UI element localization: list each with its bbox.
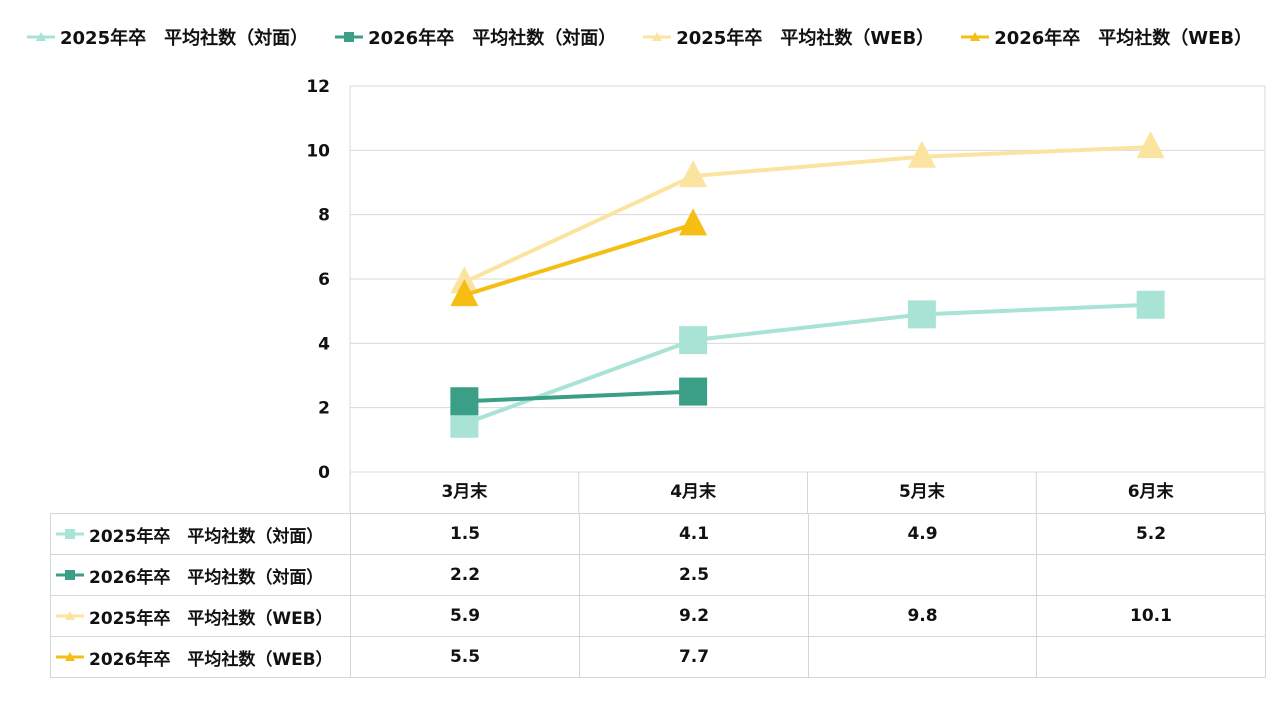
y-tick-label-0: 0 (318, 463, 330, 483)
table-row-label-text: 2026年卒 平均社数（WEB） (89, 649, 333, 670)
table-cell: 9.2 (579, 595, 809, 637)
table-cell: 1.5 (350, 513, 580, 555)
table-row: 2025年卒 平均社数（対面） 1.5 4.1 4.9 5.2 (50, 513, 1266, 555)
y-tick-label-2: 2 (318, 399, 330, 419)
legend-item-2026-web: 2026年卒 平均社数（WEB） (960, 24, 1252, 50)
table-row: 2026年卒 平均社数（WEB） 5.5 7.7 (50, 636, 1266, 678)
series-line-3 (463, 145, 1151, 285)
y-tick-label-6: 6 (318, 270, 330, 290)
x-tick-label-1: 3月末 (441, 481, 488, 502)
table-row: 2026年卒 平均社数（対面） 2.2 2.5 (50, 554, 1266, 596)
table-row-label-text: 2025年卒 平均社数（対面） (89, 526, 324, 547)
table-cell: 10.1 (1036, 595, 1266, 637)
series-2-point-1 (450, 387, 479, 416)
table-cell: 9.8 (808, 595, 1037, 637)
table-cell: 2.2 (350, 554, 580, 596)
y-tick-label-4: 4 (318, 334, 330, 354)
table-row: 2025年卒 平均社数（WEB） 5.9 9.2 9.8 10.1 (50, 595, 1266, 637)
legend-marker-2026-web (961, 32, 990, 41)
table-cell: 7.7 (579, 636, 809, 678)
legend-item-2025-face: 2025年卒 平均社数（対面） (26, 24, 308, 50)
series-3-point-4 (1136, 131, 1165, 159)
y-tick-label-10: 10 (306, 141, 330, 161)
series-1-point-2 (679, 326, 708, 355)
y-tick-label-12: 12 (306, 77, 330, 97)
legend-label-2026-web: 2026年卒 平均社数（WEB） (994, 28, 1253, 49)
table-cell (1036, 554, 1266, 596)
series-line-2 (464, 389, 694, 404)
table-legend-marker (56, 529, 84, 539)
y-tick-label-8: 8 (318, 206, 330, 226)
series-1-point-3 (907, 300, 936, 329)
table-row-label: 2026年卒 平均社数（対面） (50, 554, 351, 596)
series-4-point-1 (450, 279, 479, 307)
series-3-point-3 (907, 140, 936, 168)
x-tick-label-4: 6月末 (1128, 481, 1175, 502)
table-legend-marker (56, 652, 84, 661)
series-3-point-2 (679, 160, 708, 188)
series-2-point-2 (679, 377, 708, 406)
table-row-label: 2025年卒 平均社数（WEB） (50, 595, 351, 637)
legend-item-2025-web: 2025年卒 平均社数（WEB） (642, 24, 934, 50)
series-1-point-4 (1136, 290, 1165, 319)
table-cell: 4.1 (579, 513, 809, 555)
x-tick-label-3: 5月末 (899, 481, 946, 502)
legend-label-2026-face: 2026年卒 平均社数（対面） (368, 28, 617, 49)
chart-legend: 2025年卒 平均社数（対面） 2026年卒 平均社数（対面） 2025年卒 平… (26, 22, 1252, 52)
table-legend-marker (56, 611, 84, 620)
legend-label-2025-face: 2025年卒 平均社数（対面） (60, 28, 309, 49)
legend-marker-2026-face (335, 32, 364, 42)
legend-item-2026-face: 2026年卒 平均社数（対面） (334, 24, 616, 50)
data-table: 2025年卒 平均社数（対面） 1.5 4.1 4.9 5.2 2026年卒 平均社数（対… (50, 513, 1266, 678)
table-row-label: 2026年卒 平均社数（WEB） (50, 636, 351, 678)
series-line-4 (463, 222, 694, 297)
legend-marker-2025-web (643, 32, 672, 41)
table-row-label: 2025年卒 平均社数（対面） (50, 513, 351, 555)
table-row-label-text: 2025年卒 平均社数（WEB） (89, 608, 333, 629)
table-legend-marker (56, 570, 84, 580)
series-line-1 (463, 302, 1151, 426)
table-cell (808, 554, 1037, 596)
table-cell (808, 636, 1037, 678)
table-cell: 5.9 (350, 595, 580, 637)
table-cell: 5.5 (350, 636, 580, 678)
table-cell: 5.2 (1036, 513, 1266, 555)
table-row-label-text: 2026年卒 平均社数（対面） (89, 567, 324, 588)
x-tick-label-2: 4月末 (670, 481, 717, 502)
legend-marker-2025-face (27, 32, 55, 41)
table-cell: 2.5 (579, 554, 809, 596)
legend-label-2025-web: 2025年卒 平均社数（WEB） (676, 28, 935, 49)
table-cell (1036, 636, 1266, 678)
series-4-point-2 (679, 208, 708, 236)
table-cell: 4.9 (808, 513, 1037, 555)
